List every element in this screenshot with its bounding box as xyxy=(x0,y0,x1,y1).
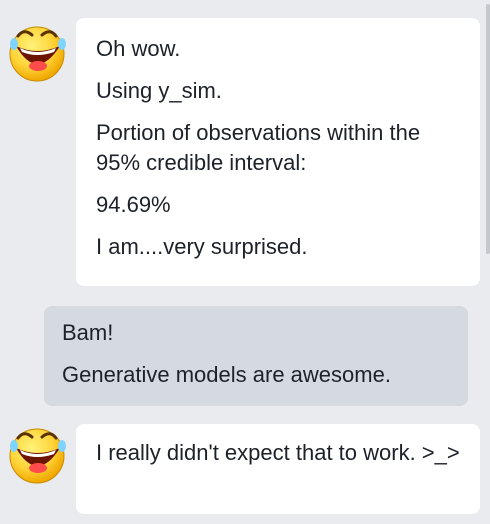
message-line: Oh wow. xyxy=(96,36,181,61)
message-bubble-user: Bam! Generative models are awesome. xyxy=(44,306,468,406)
bot-avatar-laughing-face-icon xyxy=(4,420,70,486)
message-line: Bam! xyxy=(62,320,114,345)
message-line: Generative models are awesome. xyxy=(62,362,391,387)
bot-avatar-laughing-face-icon xyxy=(4,18,70,84)
message-line: Portion of observations within the 95% c… xyxy=(96,120,421,175)
message-line: I really didn't expect that to work. >_> xyxy=(96,440,460,465)
message-bubble-bot: I really didn't expect that to work. >_> xyxy=(76,424,480,514)
message-line: 94.69% xyxy=(96,192,171,217)
scrollbar-thumb[interactable] xyxy=(486,4,490,254)
message-bubble-bot: Oh wow. Using y_sim. Portion of observat… xyxy=(76,18,480,286)
message-line: Using y_sim. xyxy=(96,78,222,103)
message-line: I am....very surprised. xyxy=(96,234,308,259)
